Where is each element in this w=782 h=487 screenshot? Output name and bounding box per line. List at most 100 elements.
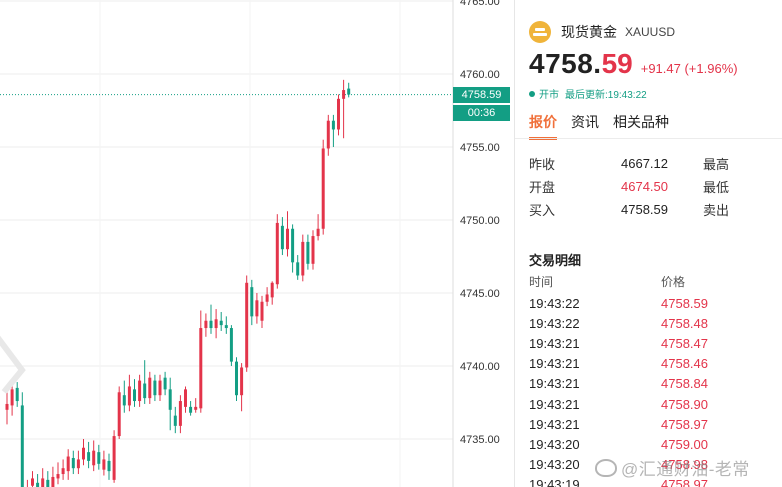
trades-header-time: 时间 <box>529 275 554 289</box>
stat-value: 4758.59 <box>621 202 668 217</box>
candle-body <box>138 380 142 402</box>
chart-watermark-glyph <box>0 335 26 394</box>
stat-row: 买入 4758.59 卖出 <box>529 198 782 221</box>
tabs-divider <box>515 138 782 139</box>
last-update: 最后更新:19:43:22 <box>565 90 647 101</box>
candle-body <box>56 474 60 479</box>
tab-news[interactable]: 资讯 <box>571 114 599 130</box>
candle-body <box>331 120 335 130</box>
symbol-code: XAUUSD <box>625 25 676 39</box>
trade-time: 19:43:22 <box>529 295 580 311</box>
symbol-header: 现货黄金 XAUUSD <box>529 20 675 44</box>
trade-row: 19:43:21 4758.90 <box>529 394 782 414</box>
candlestick-chart[interactable]: 4765.00 4760.00 4755.00 4750.00 4745.00 4740.… <box>0 0 510 487</box>
candle-body <box>204 320 208 329</box>
trade-price: 4758.90 <box>661 396 708 412</box>
candle-body <box>229 328 233 362</box>
candle-body <box>260 301 264 321</box>
candle-body <box>41 478 45 487</box>
candle-body <box>316 228 320 237</box>
tab-related[interactable]: 相关品种 <box>613 114 669 130</box>
candle-body <box>92 450 96 466</box>
candle-body <box>280 225 284 250</box>
trade-time: 19:43:20 <box>529 457 580 473</box>
candle-body <box>61 468 65 475</box>
candle-body <box>153 380 157 396</box>
trade-price: 4758.97 <box>661 477 708 487</box>
y-axis-tick-label: 4765.00 <box>460 0 500 8</box>
candle-body <box>5 403 9 410</box>
trade-row: 19:43:21 4758.84 <box>529 374 782 394</box>
trades-header-price: 价格 <box>661 275 686 289</box>
candle-body <box>240 367 244 396</box>
stat-label: 买入 <box>529 203 556 218</box>
weibo-watermark: @汇通财油-老常 <box>595 455 750 480</box>
stat-label: 最低 <box>703 180 730 195</box>
candle-body <box>209 320 213 329</box>
candle-body <box>133 389 136 402</box>
candle-body <box>112 436 116 480</box>
candle-body <box>102 459 106 470</box>
trade-time: 19:43:20 <box>529 436 580 452</box>
candle-body <box>168 389 172 410</box>
trade-time: 19:43:21 <box>529 335 580 351</box>
candle-body <box>148 377 152 399</box>
candle-body <box>235 361 238 396</box>
tab-quote[interactable]: 报价 <box>529 112 557 140</box>
stat-label: 卖出 <box>703 203 730 218</box>
candle-body <box>275 222 279 285</box>
y-axis-tick-label: 4755.00 <box>460 142 500 154</box>
candle-body <box>347 88 351 95</box>
candle-body <box>270 282 274 298</box>
trade-row: 19:43:20 4759.00 <box>529 434 782 454</box>
candle-body <box>311 236 315 264</box>
candle-body <box>117 392 121 437</box>
trade-time: 19:43:22 <box>529 315 580 331</box>
candle-body <box>224 325 228 329</box>
trade-price: 4758.98 <box>661 457 708 473</box>
trades-header: 时间 价格 <box>529 273 782 290</box>
candle-body <box>301 241 305 276</box>
stat-row: 昨收 4667.12 最高 <box>529 152 782 175</box>
weibo-logo-icon <box>595 458 617 477</box>
trade-price: 4758.48 <box>661 315 708 331</box>
trade-row: 19:43:21 4758.97 <box>529 414 782 434</box>
candle-body <box>173 415 177 426</box>
candle-body <box>87 452 91 461</box>
stats-table: 昨收 4667.12 最高 开盘 4674.50 最低 买入 4758.59 卖… <box>529 152 782 221</box>
y-axis-tick-label: 4735.00 <box>460 434 500 446</box>
y-axis-tick-label: 4740.00 <box>460 361 500 373</box>
stat-value: 4674.50 <box>621 179 668 194</box>
candle-body <box>158 380 162 396</box>
trade-time: 19:43:21 <box>529 376 580 392</box>
stat-label: 开盘 <box>529 180 556 195</box>
countdown-tag: 00:36 <box>453 105 510 121</box>
candle-body <box>189 406 193 413</box>
candle-body <box>199 328 203 409</box>
y-axis-tick-label: 4760.00 <box>460 69 500 81</box>
candle-body <box>250 287 254 317</box>
trade-price: 4758.59 <box>661 295 708 311</box>
quote-row: 4758. 59 +91.47 (+1.96%) <box>529 48 738 80</box>
candle-body <box>291 228 295 263</box>
market-status-row: 开市 最后更新:19:43:22 <box>529 86 647 101</box>
candle-body <box>265 294 269 302</box>
candle-body <box>321 148 325 229</box>
trades-list[interactable]: 19:43:22 4758.59 19:43:22 4758.48 19:43:21 47… <box>529 293 782 487</box>
trade-time: 19:43:21 <box>529 416 580 432</box>
trade-time: 19:43:21 <box>529 396 580 412</box>
y-axis-tick-label: 4750.00 <box>460 215 500 227</box>
candle-body <box>286 228 289 250</box>
watermark-text: @汇通财油-老常 <box>621 460 750 479</box>
candle-body <box>163 377 167 390</box>
candle-body <box>184 389 187 407</box>
chart-canvas[interactable]: 4765.00 4760.00 4755.00 4750.00 4745.00 4740.… <box>0 0 510 487</box>
candle-body <box>107 460 111 472</box>
candle-body <box>178 401 182 426</box>
candle-body <box>342 90 346 99</box>
candle-body <box>122 395 126 406</box>
candle-body <box>66 456 70 472</box>
price-decimal: 59 <box>601 48 633 79</box>
trade-row: 19:43:21 4758.47 <box>529 333 782 353</box>
trade-row: 19:43:19 4758.97 <box>529 475 782 487</box>
